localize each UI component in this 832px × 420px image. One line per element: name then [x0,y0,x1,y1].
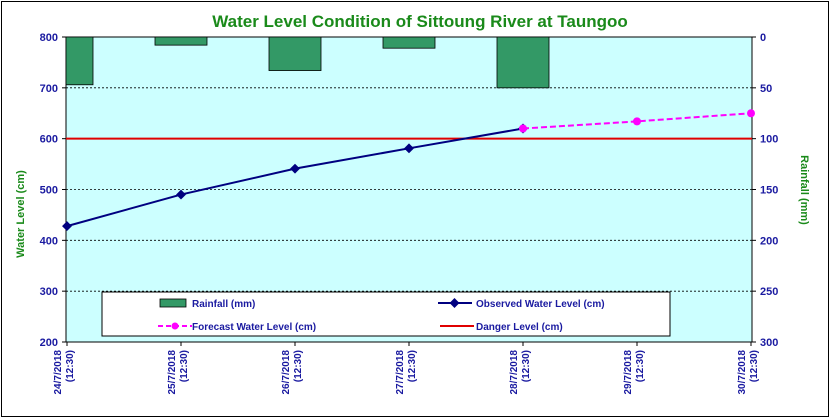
x-tick-time: (12:30) [749,350,760,382]
legend-rainfall-label: Rainfall (mm) [192,299,255,310]
left-tick-label: 700 [40,83,58,95]
legend-forecast-label: Forecast Water Level (cm) [192,322,316,333]
x-tick-date: 25/7/2018 [167,350,178,395]
right-tick-label: 100 [760,134,778,146]
left-tick-label: 600 [40,134,58,146]
x-tick-label: 26/7/2018 (12:30) [281,350,304,395]
x-tick-date: 28/7/2018 [509,350,520,395]
x-tick-label: 25/7/2018 (12:30) [167,350,190,395]
left-tick-label: 300 [40,286,58,298]
left-axis-title: Water Level (cm) [15,170,27,258]
x-tick-date: 29/7/2018 [623,350,634,395]
left-tick-label: 500 [40,185,58,197]
forecast-point [633,117,641,126]
chart-title: Water Level Condition of Sittoung River … [212,12,628,31]
rainfall-bar [65,36,94,86]
rainfall-bars [65,36,550,89]
legend-danger-label: Danger Level (cm) [476,322,563,333]
left-tick-label: 400 [40,235,58,247]
legend-observed-marker [449,298,460,308]
legend: Rainfall (mm) Observed Water Level (cm) … [101,291,671,337]
right-tick-label: 150 [760,185,778,197]
observed-point [290,163,300,174]
observed-point [404,143,414,154]
x-tick-time: (12:30) [65,350,76,382]
x-tick-time: (12:30) [407,350,418,382]
right-axis-ticks: 300 250 200 150 100 50 0 [752,32,778,349]
forecast-point [519,124,527,133]
right-tick-label: 0 [760,32,766,44]
forecast-point [747,109,755,118]
x-tick-time: (12:30) [179,350,190,382]
rainfall-bar [382,36,436,49]
x-tick-time: (12:30) [521,350,532,382]
right-tick-label: 50 [760,83,772,95]
x-tick-label: 24/7/2018 (12:30) [53,350,76,395]
x-tick-time: (12:30) [293,350,304,382]
x-tick-label: 28/7/2018 (12:30) [509,350,532,395]
observed-point [62,221,72,232]
x-axis-ticks: 24/7/2018 (12:30) 25/7/2018 (12:30) 26/7/201… [53,342,760,395]
right-tick-label: 250 [760,286,778,298]
rainfall-bar [154,36,208,46]
left-axis-ticks: 200 300 400 500 600 700 800 [40,32,66,349]
left-tick-label: 800 [40,32,58,44]
left-tick-label: 200 [40,337,58,349]
x-tick-date: 27/7/2018 [395,350,406,395]
legend-forecast-marker [171,322,179,330]
x-tick-date: 24/7/2018 [53,350,64,395]
plot-area [65,36,753,343]
forecast-water-level-series [519,109,755,133]
rainfall-bar [496,36,550,89]
x-tick-date: 26/7/2018 [281,350,292,395]
x-tick-time: (12:30) [635,350,646,382]
rainfall-bar [268,36,322,71]
right-tick-label: 200 [760,235,778,247]
right-axis-title: Rainfall (mm) [798,155,810,225]
forecast-line [522,112,752,130]
x-tick-label: 27/7/2018 (12:30) [395,350,418,395]
legend-rainfall-swatch [159,298,187,308]
x-tick-label: 30/7/2018 (12:30) [737,350,760,395]
legend-observed-label: Observed Water Level (cm) [476,299,605,310]
legend-box [101,291,671,337]
x-tick-label: 29/7/2018 (12:30) [623,350,646,395]
observed-point [176,189,186,200]
x-tick-date: 30/7/2018 [737,350,748,395]
right-tick-label: 300 [760,337,778,349]
